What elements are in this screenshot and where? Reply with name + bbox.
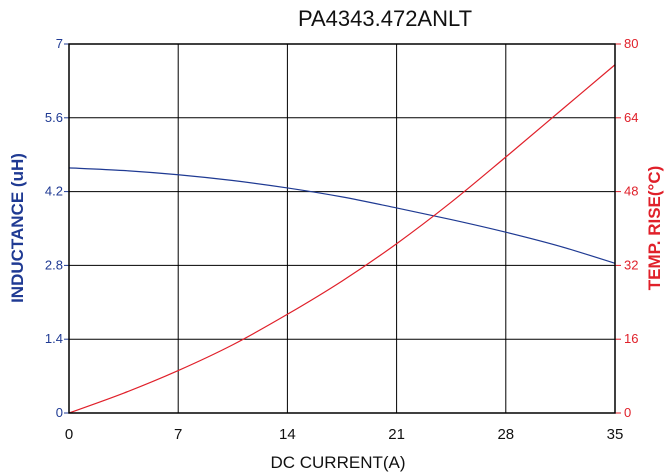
x-tick-label: 28 xyxy=(497,426,514,443)
y-left-tick-label: 2.8 xyxy=(45,257,63,272)
y-axis-label-left: INDUCTANCE (uH) xyxy=(8,153,27,303)
y-right-tick-label: 80 xyxy=(624,36,638,51)
x-tick-label: 35 xyxy=(607,426,624,443)
x-tick-label: 0 xyxy=(65,426,73,443)
x-axis-label: DC CURRENT(A) xyxy=(270,453,405,472)
y-axis-label-right: TEMP. RISE(°C) xyxy=(645,166,664,291)
grid xyxy=(69,44,615,413)
y-right-tick-label: 48 xyxy=(624,184,638,199)
x-tick-label: 14 xyxy=(279,426,296,443)
temp-rise-curve xyxy=(68,64,616,414)
inductance-curve xyxy=(68,167,616,264)
x-tick-label: 7 xyxy=(174,426,182,443)
y-right-tick-label: 16 xyxy=(624,331,638,346)
y-left-tick-label: 1.4 xyxy=(45,331,63,346)
y-left-tick-label: 0 xyxy=(56,405,63,420)
y-left-tick-label: 4.2 xyxy=(45,184,63,199)
y-right-tick-label: 64 xyxy=(624,110,638,125)
y-right-tick-label: 32 xyxy=(624,257,638,272)
x-tick-label: 21 xyxy=(388,426,405,443)
y-left-tick-label: 7 xyxy=(56,36,63,51)
series-layer xyxy=(68,64,616,414)
y-right-tick-label: 0 xyxy=(624,405,631,420)
y-left-tick-label: 5.6 xyxy=(45,110,63,125)
plot-frame xyxy=(68,43,616,414)
chart-title: PA4343.472ANLT xyxy=(298,6,472,31)
